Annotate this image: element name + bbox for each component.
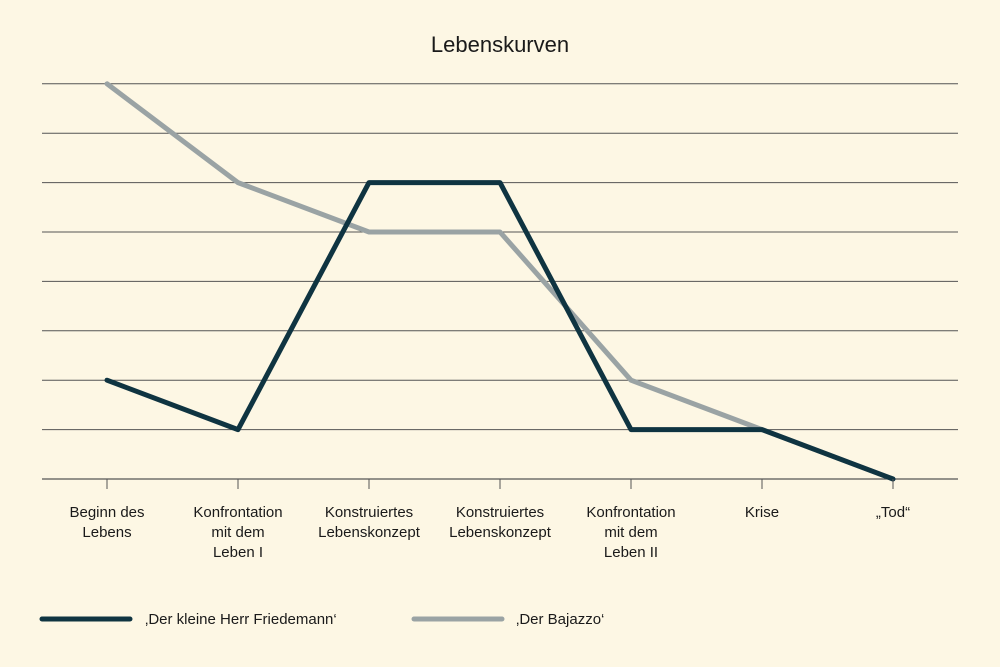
x-tick-label: Konfrontation mit dem Leben I [193,504,282,561]
x-tick-label: Konstruiertes Lebenskonzept [318,504,421,541]
grid-lines [42,83,958,480]
chart-title: Lebenskurven [431,32,569,57]
legend-label: ‚Der kleine Herr Friedemann‘ [145,611,337,628]
x-tick-label: Beginn des Lebens [69,504,144,541]
x-tick-label: Krise [745,504,779,521]
x-tick-label: Konstruiertes Lebenskonzept [449,504,552,541]
series-layer [104,81,896,482]
legend: ‚Der kleine Herr Friedemann‘ ‚Der Bajazzo… [39,611,604,628]
series-line [104,180,896,482]
legend-label: ‚Der Bajazzo‘ [516,611,604,628]
x-tick-label: Konfrontation mit dem Leben II [586,504,675,561]
x-tick-label: „Tod“ [876,504,910,521]
x-axis-ticks: Beginn des Lebens Konfrontation mit dem Lebe… [69,479,910,561]
